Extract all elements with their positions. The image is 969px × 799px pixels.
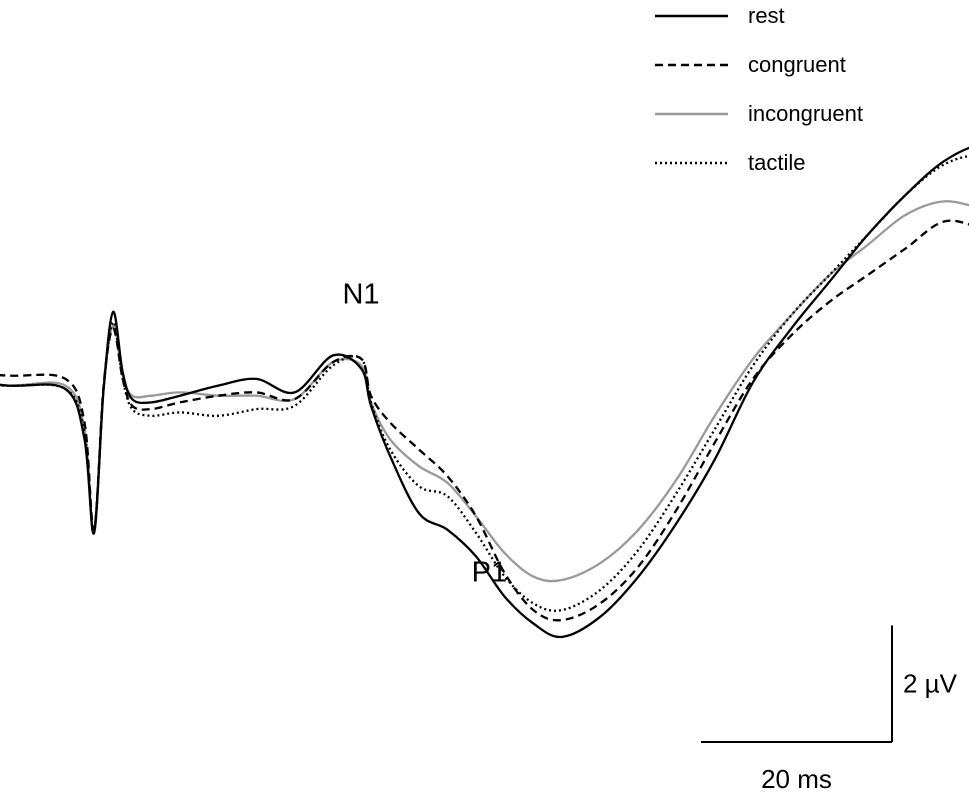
legend-label-incongruent: incongruent bbox=[748, 101, 863, 126]
peak-label-p1: P1 bbox=[472, 557, 507, 589]
scale-bar: 2 µV 20 ms bbox=[701, 625, 958, 794]
series-line-congruent bbox=[0, 219, 969, 622]
legend-label-tactile: tactile bbox=[748, 150, 805, 175]
series-line-incongruent bbox=[0, 200, 969, 583]
peak-annotations: N1 P1 bbox=[342, 279, 507, 589]
legend-label-congruent: congruent bbox=[748, 52, 846, 77]
series-line-tactile bbox=[0, 154, 969, 612]
peak-label-n1: N1 bbox=[342, 279, 379, 311]
scale-bar-amplitude-label: 2 µV bbox=[903, 669, 958, 699]
scale-bar-time-label: 20 ms bbox=[761, 764, 832, 794]
legend: rest congruent incongruent tactile bbox=[655, 3, 863, 175]
legend-label-rest: rest bbox=[748, 3, 785, 28]
trace-layer bbox=[0, 146, 969, 639]
